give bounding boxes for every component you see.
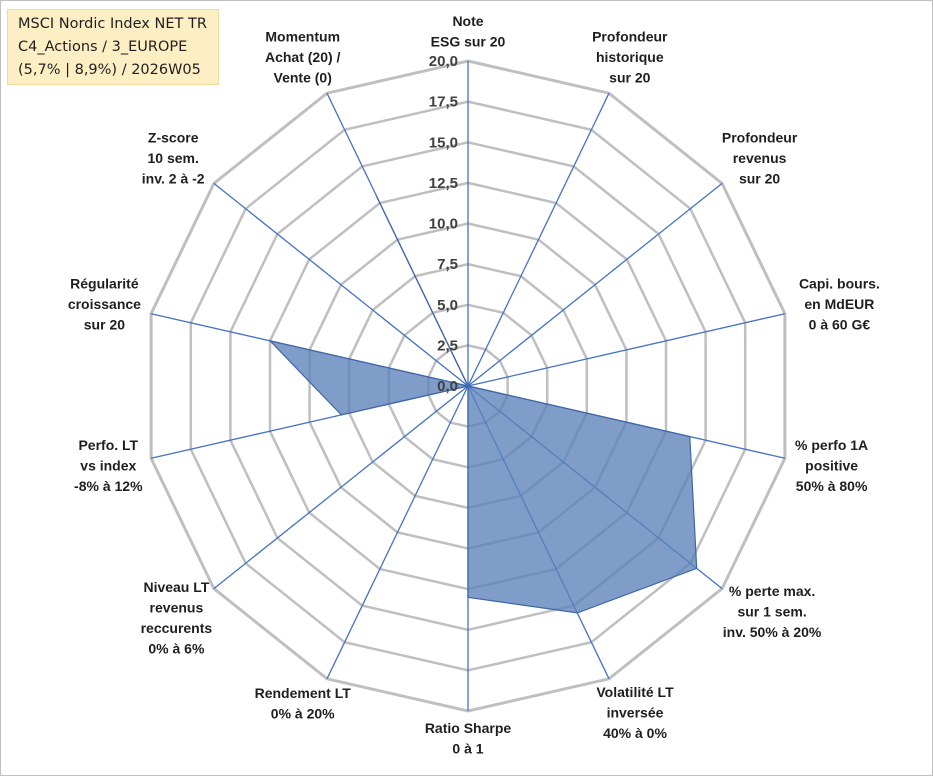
series-area — [268, 195, 698, 614]
axis-label-line: ESG sur 20 — [431, 34, 506, 50]
chart-title-box: MSCI Nordic Index NET TR C4_Actions / 3_… — [7, 9, 219, 85]
axis-label-line: % perfo 1A — [795, 437, 868, 453]
axis-label-line: positive — [805, 458, 858, 474]
axis-label-line: -8% à 12% — [74, 478, 143, 494]
axis-label-line: Note — [452, 13, 483, 29]
axis-label-line: Vente (0) — [274, 70, 332, 86]
axis-label-line: revenus — [150, 600, 204, 616]
axis-label: Ratio Sharpe 0 à 1 — [425, 720, 512, 757]
radar-spoke — [467, 92, 610, 387]
axis-label-line: inv. 2 à -2 — [142, 171, 205, 187]
radar-spoke — [467, 313, 786, 387]
axis-label: Perfo. LT vs index -8% à 12% — [74, 437, 143, 494]
chart-title-line: MSCI Nordic Index NET TR — [18, 16, 207, 32]
radial-tick-label: 10,0 — [429, 216, 458, 233]
axis-label-line: 0% à 6% — [148, 641, 205, 657]
axis-label-line: Momentum — [265, 29, 340, 45]
axis-label-line: Régularité — [70, 275, 139, 291]
axis-label-line: Profondeur — [592, 29, 668, 45]
radar-spoke — [326, 385, 469, 680]
axis-label-line: Ratio Sharpe — [425, 720, 512, 736]
axis-label: Volatilité LT inversée 40% à 0% — [596, 684, 674, 741]
axis-label: Rendement LT 0% à 20% — [255, 685, 352, 722]
axis-label-line: Niveau LT — [143, 579, 209, 595]
axis-label-line: 50% à 80% — [796, 478, 868, 494]
axis-label-line: Z-score — [148, 130, 199, 146]
axis-label-line: sur 20 — [84, 316, 125, 332]
chart-title-line: C4_Actions / 3_EUROPE — [18, 39, 188, 55]
radial-tick-label: 15,0 — [429, 134, 458, 151]
axis-label-line: % perte max. — [729, 583, 815, 599]
axis-label-line: revenus — [733, 150, 787, 166]
axis-label: Note ESG sur 20 — [431, 13, 506, 50]
axis-label: % perte max. sur 1 sem. inv. 50% à 20% — [723, 583, 822, 640]
radial-tick-label: 17,5 — [429, 94, 458, 111]
tick-label-layer: 0,0 2,5 5,0 7,5 10,0 12,5 15,0 17,5 20,0 — [429, 53, 458, 395]
axis-label: Profondeur historique sur 20 — [592, 29, 668, 86]
axis-label-line: croissance — [68, 296, 141, 312]
radial-tick-label: 0,0 — [437, 378, 458, 395]
axis-label-line: en MdEUR — [804, 296, 874, 312]
radar-spoke — [213, 182, 469, 387]
axis-label: Profondeur revenus sur 20 — [722, 130, 798, 187]
axis-label-line: Profondeur — [722, 130, 798, 146]
axis-label-line: sur 20 — [739, 171, 780, 187]
radial-tick-label: 5,0 — [437, 297, 458, 314]
axis-label-line: inversée — [607, 705, 664, 721]
axis-label: % perfo 1A positive 50% à 80% — [795, 437, 868, 494]
axis-label: Z-score 10 sem. inv. 2 à -2 — [142, 130, 205, 187]
axis-label: Régularité croissance sur 20 — [68, 275, 141, 332]
axis-label-line: 0% à 20% — [271, 706, 335, 722]
axis-label-line: 10 sem. — [148, 150, 199, 166]
axis-label-line: Rendement LT — [255, 685, 352, 701]
axis-label: Niveau LT revenus reccurents 0% à 6% — [141, 579, 213, 657]
chart-title-line: (5,7% | 8,9%) / 2026W05 — [18, 62, 201, 78]
axis-label: Momentum Achat (20) / Vente (0) — [265, 29, 341, 86]
axis-label-line: vs index — [80, 458, 136, 474]
axis-label-line: inv. 50% à 20% — [723, 624, 822, 640]
axis-label-line: historique — [596, 49, 664, 65]
axis-label-line: sur 1 sem. — [737, 604, 806, 620]
axis-label-layer: Note ESG sur 20 Profondeur historique sur 20… — [68, 13, 880, 757]
radar-spoke — [467, 182, 723, 387]
axis-label-line: Volatilité LT — [596, 684, 674, 700]
axis-label-line: Achat (20) / — [265, 49, 341, 65]
radial-tick-label: 12,5 — [429, 175, 458, 192]
radial-tick-label: 7,5 — [437, 256, 458, 273]
axis-label-line: Perfo. LT — [78, 437, 138, 453]
axis-label-line: Capi. bours. — [799, 275, 880, 291]
axis-label-line: reccurents — [141, 620, 213, 636]
axis-label-line: 0 à 1 — [452, 741, 483, 757]
axis-label: Capi. bours. en MdEUR 0 à 60 G€ — [799, 275, 880, 332]
axis-label-line: 0 à 60 G€ — [809, 316, 871, 332]
axis-label-line: sur 20 — [609, 70, 650, 86]
series-layer — [268, 195, 698, 614]
axis-label-line: 40% à 0% — [603, 725, 667, 741]
radar-spoke — [213, 385, 469, 590]
radial-tick-label: 2,5 — [437, 337, 458, 354]
radial-tick-label: 20,0 — [429, 53, 458, 70]
